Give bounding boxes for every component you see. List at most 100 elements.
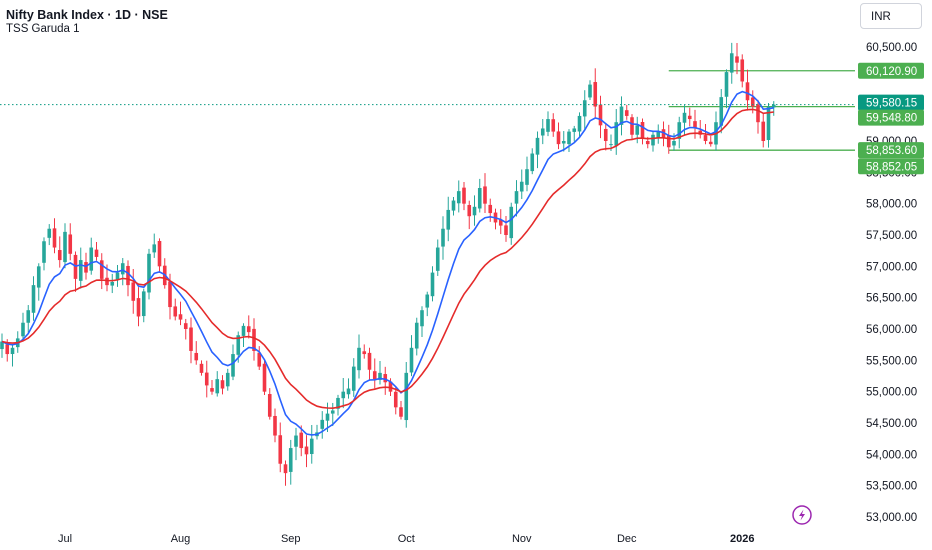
- candle-body: [89, 247, 94, 271]
- candle-body: [36, 266, 41, 288]
- candle: [346, 378, 351, 399]
- candle: [477, 178, 482, 213]
- candle-body: [388, 381, 393, 392]
- y-tick-label: 55,000.00: [866, 387, 917, 399]
- candle: [498, 209, 503, 235]
- candle-body: [199, 363, 204, 373]
- candle-body: [656, 131, 661, 138]
- candle: [225, 368, 230, 391]
- candle-body: [766, 106, 771, 141]
- ema-fast-line: [1, 90, 774, 436]
- candle-body: [231, 354, 235, 377]
- x-tick-label: Nov: [512, 533, 532, 545]
- candle: [603, 122, 608, 151]
- chart-title: Nifty Bank Index · 1D · NSE: [6, 8, 168, 22]
- candlestick-series: [0, 42, 776, 486]
- candle: [367, 347, 372, 381]
- candle-body: [761, 121, 766, 141]
- candle-body: [635, 125, 640, 135]
- candle: [651, 130, 655, 152]
- candle-body: [94, 249, 99, 257]
- candle-body: [168, 281, 172, 308]
- candle-body: [120, 263, 125, 275]
- candle-body: [225, 372, 230, 387]
- candle: [556, 122, 561, 150]
- candle-body: [126, 265, 130, 286]
- y-tick-label: 54,500.00: [866, 418, 917, 430]
- candle-body: [404, 372, 409, 421]
- indicator-label[interactable]: TSS Garuda 1: [6, 23, 80, 35]
- moving-average-lines: [1, 90, 774, 436]
- candle: [535, 131, 540, 169]
- candle-body: [273, 415, 277, 436]
- candle: [598, 95, 603, 139]
- candle: [446, 196, 451, 242]
- candle: [204, 360, 209, 398]
- candle: [147, 248, 151, 300]
- lightning-icon[interactable]: [792, 505, 812, 525]
- price-badge-label: 58,852.05: [866, 161, 917, 173]
- candle: [246, 315, 251, 339]
- candle-body: [729, 53, 734, 73]
- candle-body: [498, 220, 503, 226]
- candle: [199, 360, 204, 376]
- candle-body: [572, 128, 577, 132]
- candle-body: [756, 104, 760, 123]
- candle: [94, 242, 99, 261]
- candle: [89, 237, 94, 275]
- candle-body: [582, 100, 587, 117]
- candle: [441, 216, 445, 260]
- candle: [756, 99, 760, 134]
- candle-body: [325, 413, 330, 421]
- candle-body: [189, 327, 193, 351]
- candle: [110, 273, 115, 294]
- candle: [299, 425, 304, 457]
- candle-body: [110, 282, 115, 286]
- candle: [619, 96, 624, 136]
- candle: [141, 288, 146, 323]
- candle-body: [409, 347, 414, 373]
- candle: [63, 223, 67, 269]
- candle: [351, 358, 356, 397]
- candle-body: [210, 388, 214, 392]
- candle-body: [241, 325, 246, 336]
- y-tick-label: 56,000.00: [866, 324, 917, 336]
- candle: [336, 394, 340, 416]
- price-badge-label: 60,120.90: [866, 66, 917, 78]
- candle: [262, 360, 267, 395]
- candle: [21, 312, 25, 340]
- candle-body: [703, 135, 708, 141]
- candle-body: [640, 122, 645, 138]
- candle-body: [31, 285, 36, 313]
- y-tick-label: 57,000.00: [866, 261, 917, 273]
- candle: [257, 346, 262, 370]
- candle-body: [462, 187, 466, 204]
- price-badge: 60,120.90: [858, 62, 924, 79]
- candle-body: [157, 240, 162, 267]
- candle: [267, 388, 272, 420]
- candle-body: [546, 119, 550, 132]
- candle-body: [735, 56, 739, 63]
- candle-body: [267, 394, 272, 417]
- candle-body: [530, 153, 535, 172]
- candle-body: [178, 314, 183, 320]
- candle: [189, 317, 193, 364]
- candle-body: [420, 310, 424, 327]
- candle-body: [556, 131, 561, 145]
- candle-body: [183, 323, 188, 329]
- candle-body: [21, 322, 25, 337]
- price-badge-label: 58,853.60: [866, 145, 917, 157]
- candle: [435, 239, 440, 276]
- price-badge: 59,548.80: [858, 109, 924, 126]
- price-badges: 60,120.90 59,580.15 59,548.80 58,853.60 58,8…: [858, 62, 924, 175]
- candle: [761, 112, 766, 148]
- candle-body: [42, 241, 46, 263]
- candle: [278, 422, 283, 473]
- y-tick-label: 53,000.00: [866, 512, 917, 524]
- candle: [0, 333, 4, 358]
- candle: [215, 371, 220, 397]
- candle-body: [630, 117, 634, 135]
- candle-body: [771, 104, 776, 108]
- currency-selector[interactable]: INR: [860, 3, 922, 29]
